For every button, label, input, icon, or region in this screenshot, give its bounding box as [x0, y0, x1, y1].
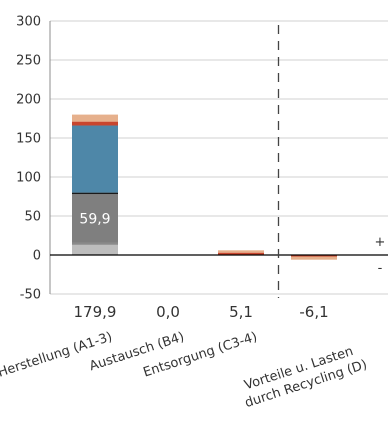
bar-segment [72, 114, 118, 122]
bar-segment [72, 192, 118, 195]
category-total-label: 179,9 [74, 303, 117, 321]
plus-sign-label: + [375, 235, 386, 250]
bar-segment [72, 194, 118, 243]
y-tick-label: 0 [33, 249, 41, 264]
bars [72, 114, 337, 260]
bar-segment [72, 121, 118, 126]
chart-overlays: + - 59,9 [50, 25, 388, 298]
bar-segment [72, 244, 118, 255]
y-tick-label: -50 [20, 288, 41, 303]
bar-data-label: 59,9 [79, 211, 110, 227]
category-total-label: 5,1 [229, 303, 253, 321]
y-tick-label: 150 [16, 132, 41, 147]
bar-segment [291, 256, 337, 260]
y-tick-label: 250 [16, 54, 41, 69]
bar-segment [291, 255, 337, 257]
minus-sign-label: - [378, 261, 383, 276]
category-label: Herstellung (A1-3) [0, 330, 114, 381]
bar-segment [72, 242, 118, 245]
y-tick-label: 100 [16, 171, 41, 186]
y-tick-label: 50 [24, 210, 41, 225]
y-tick-label: 200 [16, 93, 41, 108]
bar-segment [218, 252, 264, 255]
bar-segment [218, 250, 264, 253]
y-tick-label: 300 [16, 15, 41, 30]
category-label: Vorteile u. Lastendurch Recycling (D) [238, 341, 369, 411]
category-total-label: -6,1 [299, 303, 328, 321]
y-axis-ticks: 300 250 200 150 100 50 0 -50 [16, 15, 41, 303]
bar-segment [72, 125, 118, 193]
category-total-label: 0,0 [156, 303, 180, 321]
